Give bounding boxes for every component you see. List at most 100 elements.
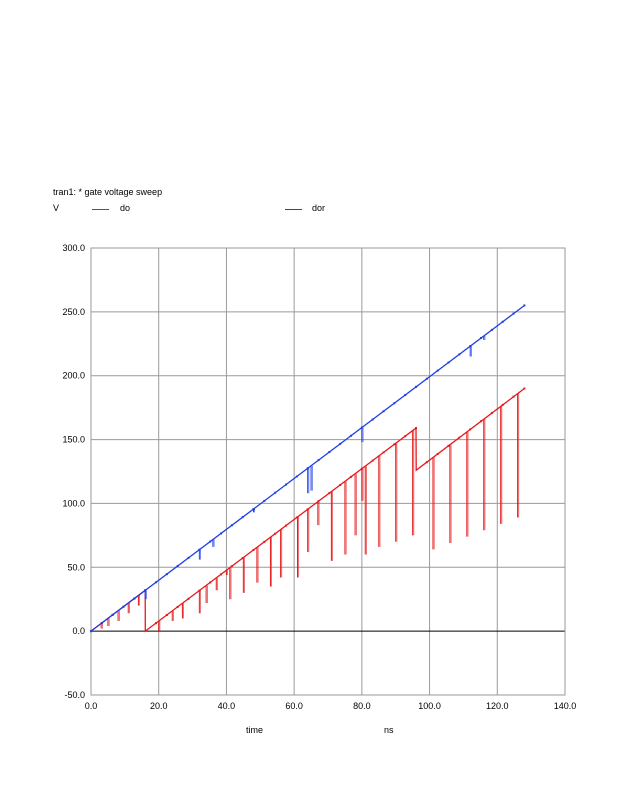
series-point-dor	[339, 442, 342, 445]
y-tick-label: 50.0	[67, 562, 85, 572]
series-point-do	[252, 548, 255, 551]
series-point-do	[285, 524, 288, 527]
series-point-do	[339, 483, 342, 486]
series-point-do	[360, 467, 363, 470]
series-point-do	[306, 508, 309, 511]
series-point-do	[523, 387, 526, 390]
series-point-dor	[317, 459, 320, 462]
series-point-do	[469, 428, 472, 431]
x-tick-label: 80.0	[353, 701, 371, 711]
series-point-do	[371, 459, 374, 462]
series-point-dor	[176, 565, 179, 568]
series-point-do	[447, 444, 450, 447]
series-point-dor	[382, 410, 385, 413]
series-point-dor	[469, 345, 472, 348]
series-point-dor	[165, 573, 168, 576]
y-tick-label: 250.0	[62, 307, 85, 317]
series-point-dor	[187, 556, 190, 559]
series-point-do	[274, 532, 277, 535]
x-tick-label: 120.0	[486, 701, 509, 711]
y-tick-label: 0.0	[72, 626, 85, 636]
series-point-do	[295, 516, 298, 519]
series-point-do	[230, 565, 233, 568]
series-point-dor	[350, 434, 353, 437]
series-point-do	[165, 614, 168, 617]
series-point-dor	[480, 337, 483, 340]
series-point-dor	[111, 613, 114, 616]
x-axis-label: time	[246, 725, 264, 735]
series-point-dor	[404, 394, 407, 397]
plot-frame	[90, 247, 566, 696]
series-point-dor	[198, 548, 201, 551]
series-point-do	[404, 435, 407, 438]
series-point-do	[209, 581, 212, 584]
series-point-dor	[393, 402, 396, 405]
series-point-do	[198, 589, 201, 592]
legend-label-do: do	[120, 203, 131, 213]
y-tick-label: 200.0	[62, 371, 85, 381]
series-point-do	[176, 605, 179, 608]
series-point-dor	[133, 597, 136, 600]
y-tick-label: -50.0	[64, 690, 85, 700]
series-point-dor	[90, 630, 92, 633]
series-point-dor	[209, 540, 212, 543]
y-tick-label: 300.0	[62, 243, 85, 253]
legend-swatch-do	[92, 209, 109, 210]
series-point-do	[241, 557, 244, 560]
series-point-dor	[274, 491, 277, 494]
series-point-dor	[241, 516, 244, 519]
series-point-do	[317, 500, 320, 503]
series-point-dor	[220, 532, 223, 535]
series-point-do	[436, 452, 439, 455]
x-axis-unit: ns	[384, 725, 394, 735]
series-point-dor	[155, 581, 158, 584]
legend-swatch-dor	[285, 209, 302, 210]
series-point-do	[425, 461, 428, 464]
y-tick-label: 100.0	[62, 498, 85, 508]
y-tick-label: 150.0	[62, 435, 85, 445]
series-point-do	[415, 427, 418, 430]
series-point-do	[382, 451, 385, 454]
x-tick-label: 40.0	[218, 701, 236, 711]
x-tick-label: 140.0	[554, 701, 577, 711]
series-point-do	[480, 420, 483, 423]
series-point-do	[187, 597, 190, 600]
x-tick-label: 100.0	[418, 701, 441, 711]
series-point-do	[512, 395, 515, 398]
series-point-dor	[490, 328, 493, 331]
y-unit-label: V	[53, 203, 60, 213]
series-point-dor	[263, 499, 266, 502]
series-point-dor	[371, 418, 374, 421]
series-point-do	[155, 622, 158, 625]
series-point-dor	[415, 385, 418, 388]
series-point-dor	[512, 312, 515, 315]
series-point-dor	[252, 508, 255, 511]
x-tick-label: 60.0	[285, 701, 303, 711]
chart-title: tran1: * gate voltage sweep	[53, 187, 163, 197]
legend-label-dor: dor	[312, 203, 326, 213]
series-point-dor	[501, 320, 504, 323]
series-point-do	[501, 403, 504, 406]
series-point-do	[328, 492, 331, 495]
series-point-do	[458, 436, 461, 439]
series-point-dor	[447, 361, 450, 364]
series-point-do	[220, 573, 223, 576]
series-point-dor	[122, 605, 125, 608]
series-point-do	[490, 412, 493, 415]
series-point-dor	[425, 377, 428, 380]
series-point-dor	[144, 589, 147, 592]
series-point-do	[393, 443, 396, 446]
series-point-dor	[306, 467, 309, 470]
series-point-dor	[230, 524, 233, 527]
series-point-dor	[328, 451, 331, 454]
series-point-dor	[360, 426, 363, 429]
series-point-dor	[523, 304, 526, 307]
series-point-do	[350, 475, 353, 478]
series-point-do	[263, 540, 266, 543]
series-point-dor	[295, 475, 298, 478]
x-tick-label: 0.0	[85, 701, 98, 711]
x-tick-label: 20.0	[150, 701, 168, 711]
series-point-dor	[458, 353, 461, 356]
series-point-dor	[100, 622, 103, 625]
